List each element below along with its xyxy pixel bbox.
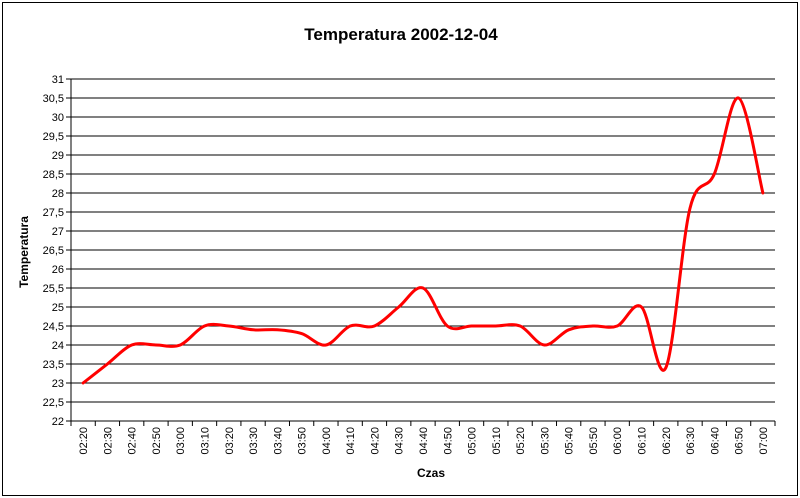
x-tick-label: 06:00: [612, 427, 624, 455]
data-point: [252, 329, 254, 331]
x-tick-label: 05:50: [588, 427, 600, 455]
data-point: [446, 325, 448, 327]
x-tick-label: 02:30: [102, 427, 114, 455]
x-tick-label: 05:10: [491, 427, 503, 455]
x-tick-label: 03:20: [224, 427, 236, 455]
x-tick-label: 03:50: [297, 427, 309, 455]
y-tick-label: 27,5: [43, 207, 64, 219]
data-point: [713, 173, 715, 175]
y-tick-label: 25: [52, 302, 64, 314]
x-tick-label: 04:30: [394, 427, 406, 455]
y-tick-label: 31: [52, 74, 64, 86]
data-point: [179, 344, 181, 346]
x-tick-labels: 02:20 02:30 02:40 02:50 03:00 03:10 03:20 03:30…: [78, 427, 770, 455]
data-point: [495, 325, 497, 327]
y-tick-label: 29,5: [43, 131, 64, 143]
x-tick-label: 03:00: [175, 427, 187, 455]
series-line: [81, 96, 765, 385]
data-point: [203, 325, 205, 327]
line-chart: Temperatura 2002-12-04 22 22,5 23 23,5 24 24,…: [17, 25, 776, 480]
x-axis-label: Czas: [417, 466, 445, 480]
y-tick-label: 28: [52, 188, 64, 200]
x-tick-label: 04:00: [321, 427, 333, 455]
data-point: [398, 306, 400, 308]
x-tick-label: 06:30: [685, 427, 697, 455]
x-tick-label: 05:30: [539, 427, 551, 455]
x-tick-label: 04:10: [345, 427, 357, 455]
x-tick-label: 03:30: [248, 427, 260, 455]
y-tick-label: 30: [52, 112, 64, 124]
data-point: [762, 192, 764, 194]
x-tick-label: 03:10: [200, 427, 212, 455]
series-lines: [81, 96, 765, 385]
x-tick-label: 06:10: [636, 427, 648, 455]
x-tick-label: 05:40: [564, 427, 576, 455]
y-tick-label: 24,5: [43, 321, 64, 333]
x-tick-label: 02:50: [151, 427, 163, 455]
y-tick-label: 29: [52, 150, 64, 162]
y-tick-label: 24: [52, 340, 64, 352]
data-point: [519, 325, 521, 327]
data-point: [325, 344, 327, 346]
data-point: [349, 325, 351, 327]
x-tick-label: 04:20: [369, 427, 381, 455]
x-tick-label: 05:20: [515, 427, 527, 455]
y-tick-label: 23,5: [43, 359, 64, 371]
data-point: [737, 97, 739, 99]
y-tick-label: 25,5: [43, 283, 64, 295]
y-tick-label: 26: [52, 264, 64, 276]
data-point: [616, 325, 618, 327]
x-tick-label: 06:40: [709, 427, 721, 455]
axes: [66, 78, 776, 426]
y-tick-label: 22: [52, 416, 64, 428]
x-tick-label: 07:00: [758, 427, 770, 455]
x-tick-label: 02:20: [78, 427, 90, 455]
data-point: [373, 325, 375, 327]
data-point: [155, 344, 157, 346]
data-point: [276, 329, 278, 331]
chart-title: Temperatura 2002-12-04: [304, 25, 498, 44]
y-tick-label: 22,5: [43, 397, 64, 409]
x-tick-label: 06:20: [661, 427, 673, 455]
y-tick-label: 27: [52, 226, 64, 238]
data-point: [567, 329, 569, 331]
data-point: [300, 332, 302, 334]
y-tick-label: 30,5: [43, 93, 64, 105]
y-tick-label: 23: [52, 378, 64, 390]
data-point: [689, 207, 691, 209]
x-tick-label: 04:50: [442, 427, 454, 455]
y-axis-label: Temperatura: [17, 216, 31, 288]
data-point: [422, 287, 424, 289]
x-tick-label: 02:40: [127, 427, 139, 455]
data-point: [640, 306, 642, 308]
y-tick-labels: 22 22,5 23 23,5 24 24,5 25 25,5 26 26,5 27 27,5 28 28…: [43, 74, 64, 428]
x-tick-label: 04:40: [418, 427, 430, 455]
data-point: [106, 363, 108, 365]
data-point: [665, 367, 667, 369]
x-tick-label: 06:50: [734, 427, 746, 455]
grid-lines: [71, 78, 775, 422]
y-tick-label: 28,5: [43, 169, 64, 181]
data-point: [543, 344, 545, 346]
data-point: [470, 325, 472, 327]
x-tick-label: 03:40: [272, 427, 284, 455]
y-tick-label: 26,5: [43, 245, 64, 257]
data-point: [592, 325, 594, 327]
data-point: [82, 382, 84, 384]
data-point: [228, 325, 230, 327]
data-point: [130, 344, 132, 346]
x-tick-label: 05:00: [467, 427, 479, 455]
